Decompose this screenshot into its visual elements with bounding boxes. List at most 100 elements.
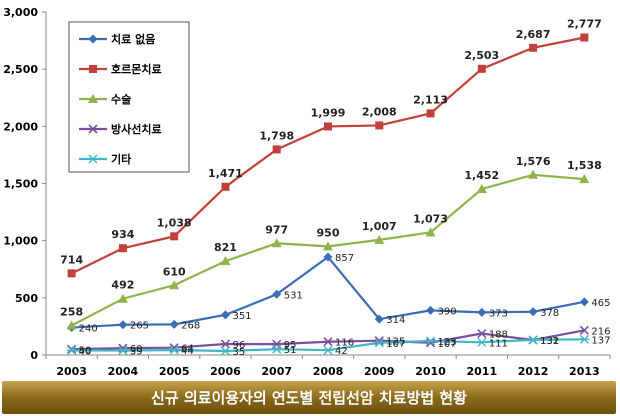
data-point (374, 314, 384, 324)
data-point (272, 145, 281, 154)
data-point (118, 320, 128, 330)
marker-shape (323, 241, 333, 251)
marker-shape (271, 238, 282, 248)
marker-shape (66, 320, 77, 330)
data-label: 2,777 (567, 17, 602, 30)
marker-shape (425, 227, 436, 237)
marker-shape (117, 293, 128, 303)
data-label: 1,452 (464, 169, 499, 182)
data-point (271, 238, 282, 248)
data-label: 821 (214, 241, 237, 254)
marker-shape (528, 169, 539, 179)
marker-shape (580, 33, 589, 42)
data-label: 60 (130, 344, 143, 355)
data-label: 1,999 (311, 106, 346, 119)
x-tick-label: 2006 (210, 365, 241, 378)
data-label: 465 (591, 298, 610, 309)
data-label: 1,576 (516, 155, 551, 168)
data-label: 131 (540, 336, 559, 347)
data-point (426, 305, 436, 315)
data-point (476, 337, 487, 347)
marker-shape (529, 43, 538, 52)
data-point (169, 280, 180, 290)
data-point (375, 121, 384, 130)
legend-marker (88, 34, 98, 44)
marker-shape (374, 314, 384, 324)
data-label: 2,113 (413, 93, 448, 106)
marker-shape (528, 307, 538, 317)
data-label: 977 (265, 223, 288, 236)
marker-shape (374, 234, 385, 244)
data-point (529, 43, 538, 52)
data-point (271, 344, 282, 354)
marker-stroke (88, 124, 98, 134)
data-label: 857 (335, 253, 354, 264)
data-label: 1,538 (567, 159, 602, 172)
marker-shape (426, 109, 435, 118)
data-point (528, 335, 539, 345)
x-tick-label: 2007 (261, 365, 292, 378)
data-point (426, 109, 435, 118)
marker-shape (220, 256, 231, 266)
data-point (169, 319, 179, 329)
marker-stroke (323, 337, 333, 347)
data-label: 42 (335, 346, 348, 357)
data-label: 240 (79, 324, 98, 335)
data-label: 1,073 (413, 212, 448, 225)
y-tick-label: 500 (15, 292, 38, 305)
data-label: 351 (232, 311, 251, 322)
data-label: 492 (111, 279, 134, 292)
y-tick-label: 1,000 (3, 235, 38, 248)
data-point (324, 122, 332, 131)
data-label: 125 (386, 337, 405, 348)
y-tick-label: 1,500 (3, 178, 38, 191)
data-point (323, 345, 333, 355)
data-label: 116 (335, 338, 354, 349)
marker-shape (579, 297, 589, 307)
data-label: 950 (317, 226, 340, 239)
data-label: 265 (130, 321, 149, 332)
data-label: 1,798 (259, 129, 294, 142)
marker-shape (324, 122, 332, 131)
marker-stroke (579, 325, 589, 335)
data-label: 50 (79, 345, 92, 356)
data-label: 35 (232, 347, 245, 358)
data-point (221, 182, 230, 191)
data-point (528, 169, 539, 179)
y-tick-label: 3,000 (3, 6, 38, 19)
legend-marker (89, 65, 97, 73)
marker-shape (272, 289, 282, 299)
x-tick-label: 2003 (56, 365, 87, 378)
y-tick-label: 0 (30, 349, 38, 362)
data-label: 378 (540, 308, 559, 319)
data-point (169, 345, 180, 355)
marker-shape (118, 320, 128, 330)
data-point (477, 307, 487, 317)
data-label: 610 (163, 265, 186, 278)
data-point (323, 241, 333, 251)
marker-shape (323, 252, 333, 262)
marker-stroke (220, 339, 231, 349)
x-tick-label: 2013 (569, 365, 600, 378)
caption-bar: 신규 의료이용자의 연도별 전립선암 치료방법 현황 (2, 381, 616, 414)
marker-shape (170, 232, 179, 241)
x-tick-label: 2004 (108, 365, 139, 378)
data-label: 268 (181, 320, 200, 331)
marker-shape (477, 307, 487, 317)
data-label: 132 (540, 336, 559, 347)
data-point (425, 227, 436, 237)
marker-shape (118, 244, 127, 253)
data-label: 64 (181, 344, 194, 355)
data-point (66, 345, 77, 355)
legend-marker (88, 124, 98, 134)
marker-shape (221, 182, 230, 191)
data-point (477, 64, 486, 73)
data-point (580, 33, 589, 42)
data-point (579, 325, 589, 335)
data-point (118, 244, 127, 253)
x-tick-label: 2012 (518, 365, 549, 378)
marker-shape (88, 94, 98, 103)
data-label: 107 (386, 339, 405, 350)
data-point (374, 234, 385, 244)
